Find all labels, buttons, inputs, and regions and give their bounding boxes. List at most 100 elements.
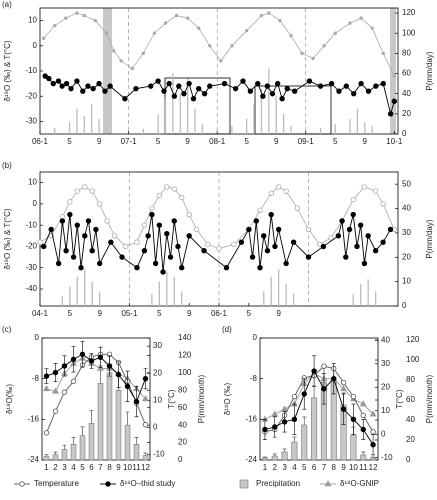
y3-axis-title: P(mm/month) bbox=[197, 374, 206, 423]
point bbox=[328, 235, 334, 241]
y2-tick-label: 60 bbox=[402, 69, 411, 78]
point bbox=[186, 211, 192, 218]
point bbox=[63, 247, 69, 254]
y2-axis-title: T(°C) bbox=[395, 389, 404, 409]
error-bar bbox=[71, 436, 76, 445]
x-tick-label: 11 bbox=[132, 463, 141, 472]
point bbox=[360, 412, 366, 419]
point bbox=[85, 83, 91, 89]
error-bar bbox=[272, 453, 277, 456]
point bbox=[268, 211, 274, 218]
bar bbox=[201, 123, 204, 134]
point bbox=[46, 75, 52, 82]
y2-tick-label: 40 bbox=[402, 89, 411, 98]
point bbox=[359, 16, 363, 20]
point bbox=[264, 83, 271, 89]
series-line bbox=[264, 365, 374, 433]
point bbox=[119, 254, 125, 260]
point bbox=[361, 184, 368, 190]
bar bbox=[349, 118, 351, 134]
y-tick-label: -8 bbox=[32, 374, 40, 383]
point bbox=[359, 400, 367, 407]
x-tick-label: 9 bbox=[276, 309, 281, 318]
y-tick-label: 0 bbox=[35, 333, 40, 342]
y2-tick-label: 100 bbox=[402, 28, 416, 37]
bar bbox=[172, 73, 174, 134]
point bbox=[171, 218, 177, 224]
x-tick-label: 12 bbox=[141, 463, 150, 472]
point bbox=[317, 83, 324, 89]
bar bbox=[99, 291, 101, 306]
point bbox=[321, 386, 327, 392]
point bbox=[70, 254, 77, 260]
y2-tick-label: 120 bbox=[402, 8, 416, 17]
error-bar bbox=[89, 409, 94, 424]
bar bbox=[166, 271, 168, 306]
y-tick-label: 0 bbox=[253, 333, 258, 342]
point bbox=[89, 247, 95, 254]
x-tick-label: 4 bbox=[292, 463, 297, 472]
point bbox=[284, 85, 290, 92]
y3-tick-label: 40 bbox=[178, 420, 187, 429]
y2-axis-title: P(mm/day) bbox=[425, 51, 434, 90]
point bbox=[55, 260, 62, 267]
x-tick-label: 06-1 bbox=[32, 137, 49, 146]
y-axis-title: δ¹⁸O (‰) bbox=[223, 383, 232, 416]
y2-tick-label: 80 bbox=[402, 48, 411, 57]
point bbox=[275, 184, 282, 190]
legend-marker bbox=[19, 481, 25, 487]
point bbox=[68, 85, 74, 92]
y3-tick-label: 140 bbox=[178, 333, 192, 342]
point bbox=[354, 243, 360, 250]
point bbox=[361, 260, 368, 267]
point bbox=[294, 205, 301, 211]
point bbox=[346, 226, 353, 233]
point bbox=[97, 364, 104, 371]
point bbox=[163, 21, 168, 25]
bar bbox=[70, 444, 77, 461]
y-axis-title: δ¹⁸O (‰) & T(°C) bbox=[3, 40, 12, 101]
point bbox=[52, 408, 59, 414]
point bbox=[201, 90, 208, 97]
point bbox=[74, 188, 80, 194]
point bbox=[37, 239, 43, 245]
bar bbox=[43, 456, 50, 461]
x-tick-label: 6 bbox=[312, 463, 317, 472]
y2-tick-label: 30 bbox=[153, 341, 162, 350]
plot-frame bbox=[41, 337, 151, 461]
point bbox=[123, 243, 129, 250]
point bbox=[350, 196, 356, 203]
bar bbox=[291, 441, 298, 461]
point bbox=[387, 226, 394, 233]
point bbox=[148, 83, 154, 89]
point bbox=[141, 247, 148, 254]
x-tick-label: 5 bbox=[333, 137, 338, 146]
series-line bbox=[39, 186, 395, 249]
point bbox=[358, 80, 364, 87]
point bbox=[149, 211, 155, 218]
x-tick-label: 2 bbox=[53, 463, 58, 472]
point bbox=[381, 51, 385, 56]
point bbox=[70, 356, 77, 363]
point bbox=[130, 66, 134, 71]
point bbox=[272, 243, 278, 250]
y2-tick-label: -10 bbox=[381, 453, 393, 462]
y-tick-label: -16 bbox=[245, 414, 257, 423]
x-tick-label: 5 bbox=[302, 463, 307, 472]
point bbox=[43, 430, 50, 436]
bar bbox=[352, 293, 354, 306]
panel-label: (c) bbox=[2, 325, 12, 334]
y-axis-title: δ¹⁸O (‰) & T(°C) bbox=[3, 208, 12, 269]
point bbox=[61, 363, 68, 369]
point bbox=[358, 222, 364, 228]
y3-tick-label: 120 bbox=[178, 351, 192, 360]
point bbox=[124, 383, 131, 389]
bar bbox=[69, 286, 71, 306]
point bbox=[370, 429, 376, 435]
y2-tick-label: 0 bbox=[153, 423, 158, 432]
y3-tick-label: 60 bbox=[406, 395, 415, 404]
point bbox=[343, 83, 350, 89]
x-tick-label: 06-1 bbox=[211, 309, 228, 318]
y-tick-label: 10 bbox=[28, 16, 37, 25]
point bbox=[93, 18, 98, 23]
